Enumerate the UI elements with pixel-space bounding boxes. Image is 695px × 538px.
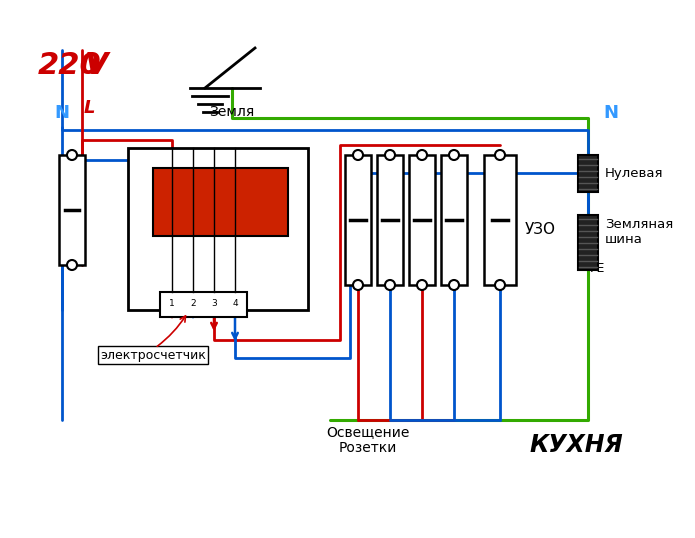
Text: 4: 4 bbox=[232, 300, 238, 308]
Circle shape bbox=[67, 260, 77, 270]
Text: УЗО: УЗО bbox=[525, 223, 556, 237]
Circle shape bbox=[417, 280, 427, 290]
Circle shape bbox=[417, 150, 427, 160]
Text: 1: 1 bbox=[169, 300, 175, 308]
Bar bbox=[377, 155, 403, 285]
Circle shape bbox=[353, 280, 363, 290]
Text: 3: 3 bbox=[211, 300, 217, 308]
Text: Земляная
шина: Земляная шина bbox=[605, 218, 673, 246]
Text: V: V bbox=[85, 51, 108, 80]
Circle shape bbox=[385, 150, 395, 160]
Bar bbox=[578, 215, 598, 270]
Text: N: N bbox=[603, 104, 618, 122]
Bar bbox=[441, 155, 467, 285]
Bar bbox=[153, 168, 288, 236]
Circle shape bbox=[495, 280, 505, 290]
Bar bbox=[345, 155, 371, 285]
Text: Земля: Земля bbox=[209, 105, 254, 119]
Bar bbox=[160, 292, 247, 317]
Text: 220: 220 bbox=[38, 51, 101, 80]
Text: L: L bbox=[84, 99, 95, 117]
Bar bbox=[59, 155, 85, 265]
Bar bbox=[409, 155, 435, 285]
Circle shape bbox=[385, 280, 395, 290]
Bar bbox=[578, 155, 598, 192]
Text: PE: PE bbox=[590, 261, 605, 274]
Circle shape bbox=[449, 150, 459, 160]
Text: Освещение
Розетки: Освещение Розетки bbox=[327, 425, 409, 455]
Bar bbox=[484, 155, 516, 285]
Text: Нулевая: Нулевая bbox=[605, 166, 664, 180]
Bar bbox=[128, 148, 308, 310]
Circle shape bbox=[67, 150, 77, 160]
Circle shape bbox=[353, 150, 363, 160]
Text: N: N bbox=[54, 104, 69, 122]
Circle shape bbox=[495, 150, 505, 160]
Text: 2: 2 bbox=[190, 300, 196, 308]
Circle shape bbox=[449, 280, 459, 290]
Text: КУХНЯ: КУХНЯ bbox=[530, 433, 623, 457]
Text: электросчетчик: электросчетчик bbox=[100, 349, 206, 362]
